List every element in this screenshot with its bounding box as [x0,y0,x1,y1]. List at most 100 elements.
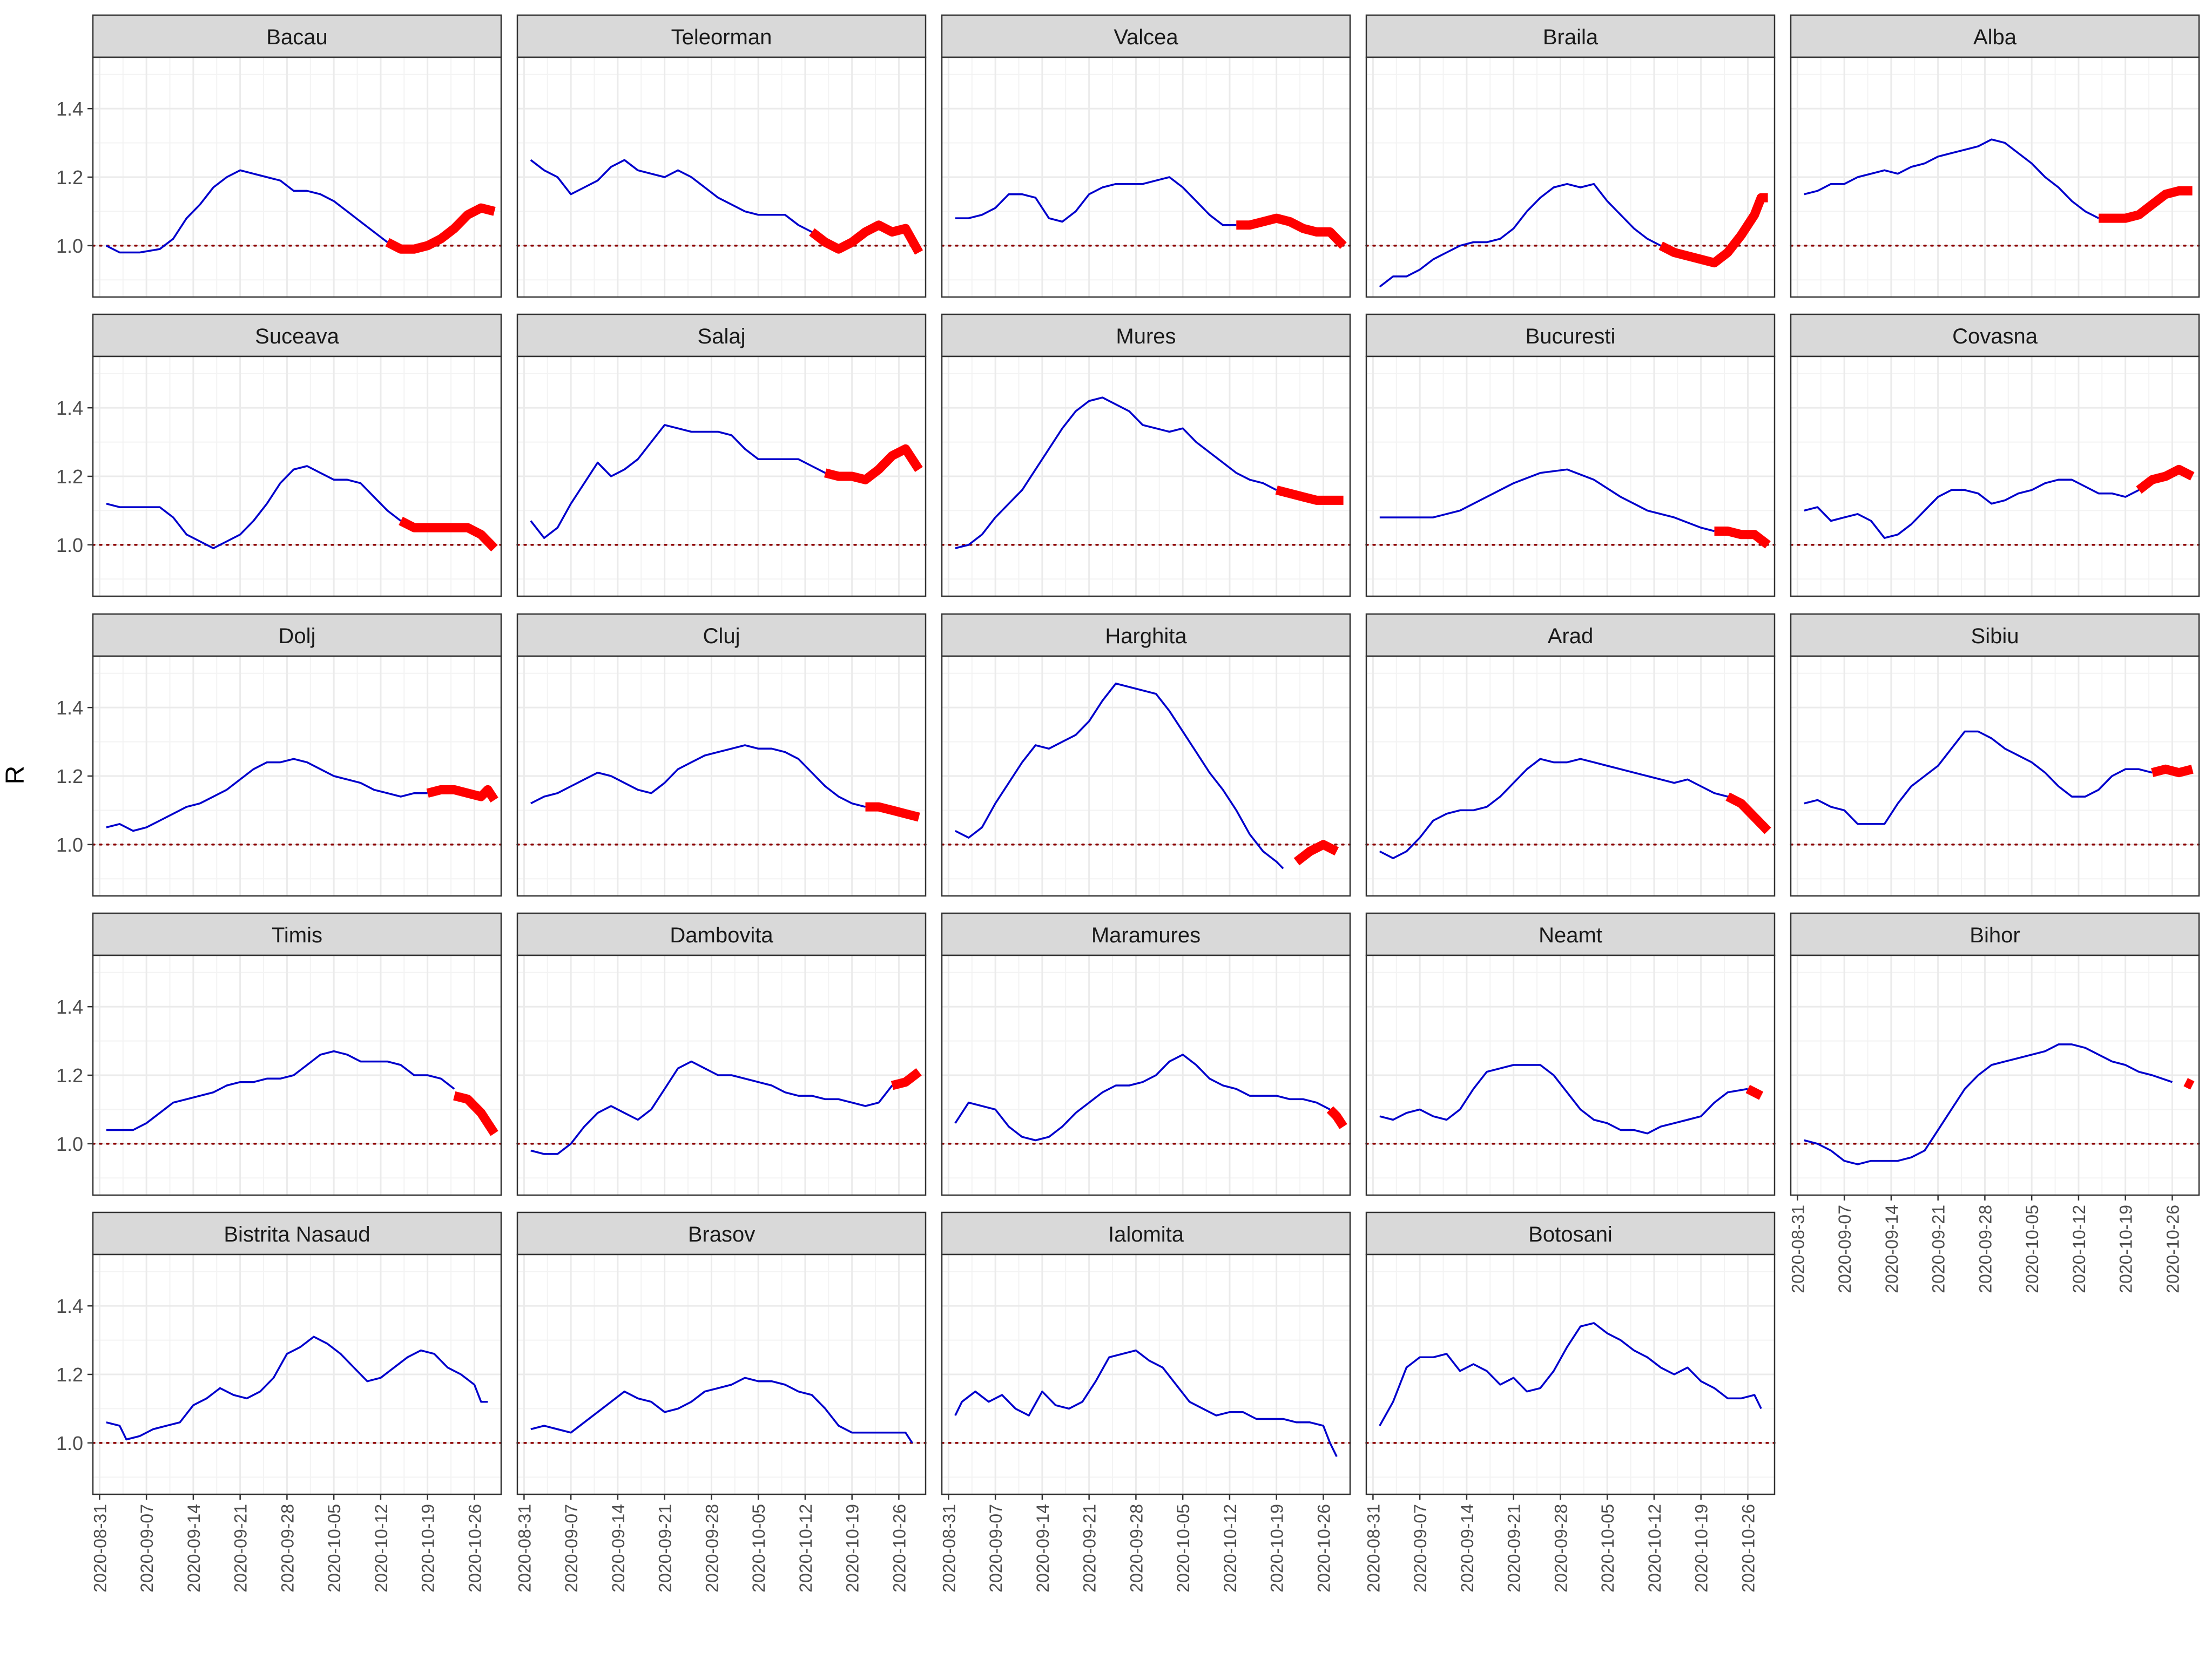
estimate-line [530,1377,913,1444]
x-tick-label: 2020-08-31 [90,1504,110,1593]
facet-title: Dambovita [670,923,773,947]
facet-strip [516,313,927,358]
projection-line [1236,213,1347,249]
facet-title: Covasna [1952,325,2038,348]
facet-strip [1790,313,2200,358]
estimate-line [1804,138,2099,219]
x-tick-label: 2020-10-12 [1220,1504,1240,1593]
x-tick-label: 2020-10-05 [2022,1205,2042,1293]
panel-border [1790,355,2200,597]
facet-title: Dolj [279,624,316,648]
x-tick-label: 2020-10-05 [749,1504,768,1593]
x-tick-label: 2020-10-12 [1645,1504,1664,1593]
estimate-line [106,758,428,832]
x-tick-label: 2020-09-07 [986,1504,1006,1593]
facet-title: Timis [272,923,322,947]
projection-line [426,785,498,803]
facet-strip [941,912,1351,956]
facet-title: Sibiu [1971,624,2019,648]
panel-border [1365,954,1776,1196]
facet-strip [516,613,927,657]
x-tick-label: 2020-10-26 [465,1504,484,1593]
facet-panel: Ialomita 2020-08-31 2020-09-07 2020-09-14 20… [939,1211,1351,1593]
estimate-line [955,682,1284,869]
estimate-line [106,169,388,254]
y-tick-label: 1.0 [56,534,83,556]
facet-panel: Bistrita Nasaud 1.0 1.2 1.4 2020-08-31 2020-0… [56,1211,502,1593]
y-tick-label: 1.2 [56,765,83,787]
facet-panel: Mures [941,313,1351,597]
projection-line [824,444,923,484]
estimate-line [1804,730,2153,825]
x-tick-label: 2020-10-12 [796,1504,815,1593]
facet-strip [941,313,1351,358]
facet-title: Cluj [703,624,740,648]
estimate-line [106,465,402,549]
x-tick-label: 2020-09-28 [1975,1205,1995,1293]
x-tick-label: 2020-08-31 [1364,1504,1383,1593]
projection-line [1275,485,1344,505]
panel-border [941,355,1351,597]
x-tick-label: 2020-08-31 [939,1504,959,1593]
facet-panel: Suceava 1.0 1.2 1.4 [56,313,502,597]
projection-line [2151,764,2194,778]
facet-strip [1790,14,2200,58]
facet-panel: Bucuresti [1365,313,1776,597]
x-tick-label: 2020-10-05 [1598,1504,1617,1593]
x-tick-label: 2020-09-21 [656,1504,675,1593]
x-tick-label: 2020-10-05 [325,1504,344,1593]
x-tick-label: 2020-10-19 [419,1504,438,1593]
y-tick-label: 1.0 [56,834,83,856]
facet-strip [516,1211,927,1256]
facet-title: Braila [1543,25,1599,49]
x-tick-label: 2020-10-26 [2163,1205,2182,1293]
facet-panel: Cluj [516,613,927,897]
facet-strip [1365,14,1776,58]
x-tick-label: 2020-09-28 [1551,1504,1570,1593]
panel-border [516,1253,927,1495]
facet-panel: Timis 1.0 1.2 1.4 [56,912,502,1196]
facet-panel: Dolj 1.0 1.2 1.4 [56,613,502,897]
facet-panel: Dambovita [516,912,927,1196]
facet-panel: Neamt [1365,912,1776,1196]
panel-border [1365,1253,1776,1495]
facet-title: Teleorman [671,25,772,49]
estimate-line [530,159,813,233]
facet-title: Salaj [698,325,746,348]
facet-title: Botosani [1528,1223,1613,1246]
facet-strip [1365,1211,1776,1256]
estimate-line [955,176,1237,226]
y-tick-label: 1.2 [56,1064,83,1087]
x-tick-label: 2020-09-21 [1929,1205,1948,1293]
facet-title: Harghita [1105,624,1187,648]
panel-border [941,655,1351,897]
facet-title: Brasov [688,1223,756,1246]
y-axis-label: R [1,766,30,785]
facet-title: Valcea [1114,25,1178,49]
x-tick-label: 2020-08-31 [1788,1205,1808,1293]
x-tick-label: 2020-10-12 [372,1504,391,1593]
facet-strip [92,613,502,657]
x-tick-label: 2020-10-26 [889,1504,909,1593]
y-tick-label: 1.4 [56,98,83,120]
panel-border [516,655,927,897]
projection-line [865,802,920,822]
x-tick-label: 2020-10-12 [2069,1205,2089,1293]
x-tick-label: 2020-09-14 [1033,1504,1053,1593]
facet-strip [92,313,502,358]
panel-border [1365,655,1776,897]
estimate-line [955,396,1277,549]
facet-title: Maramures [1091,923,1201,947]
panel-border [1790,954,2200,1196]
x-tick-label: 2020-09-14 [184,1504,204,1593]
facet-strip [1365,613,1776,657]
estimate-line [954,1349,1338,1457]
y-tick-label: 1.0 [56,1133,83,1155]
panel-border [941,56,1351,298]
x-tick-label: 2020-10-26 [1314,1504,1333,1593]
facet-title: Arad [1548,624,1594,648]
facet-strip [941,14,1351,58]
projection-line [453,1091,498,1136]
x-tick-label: 2020-09-28 [702,1504,721,1593]
